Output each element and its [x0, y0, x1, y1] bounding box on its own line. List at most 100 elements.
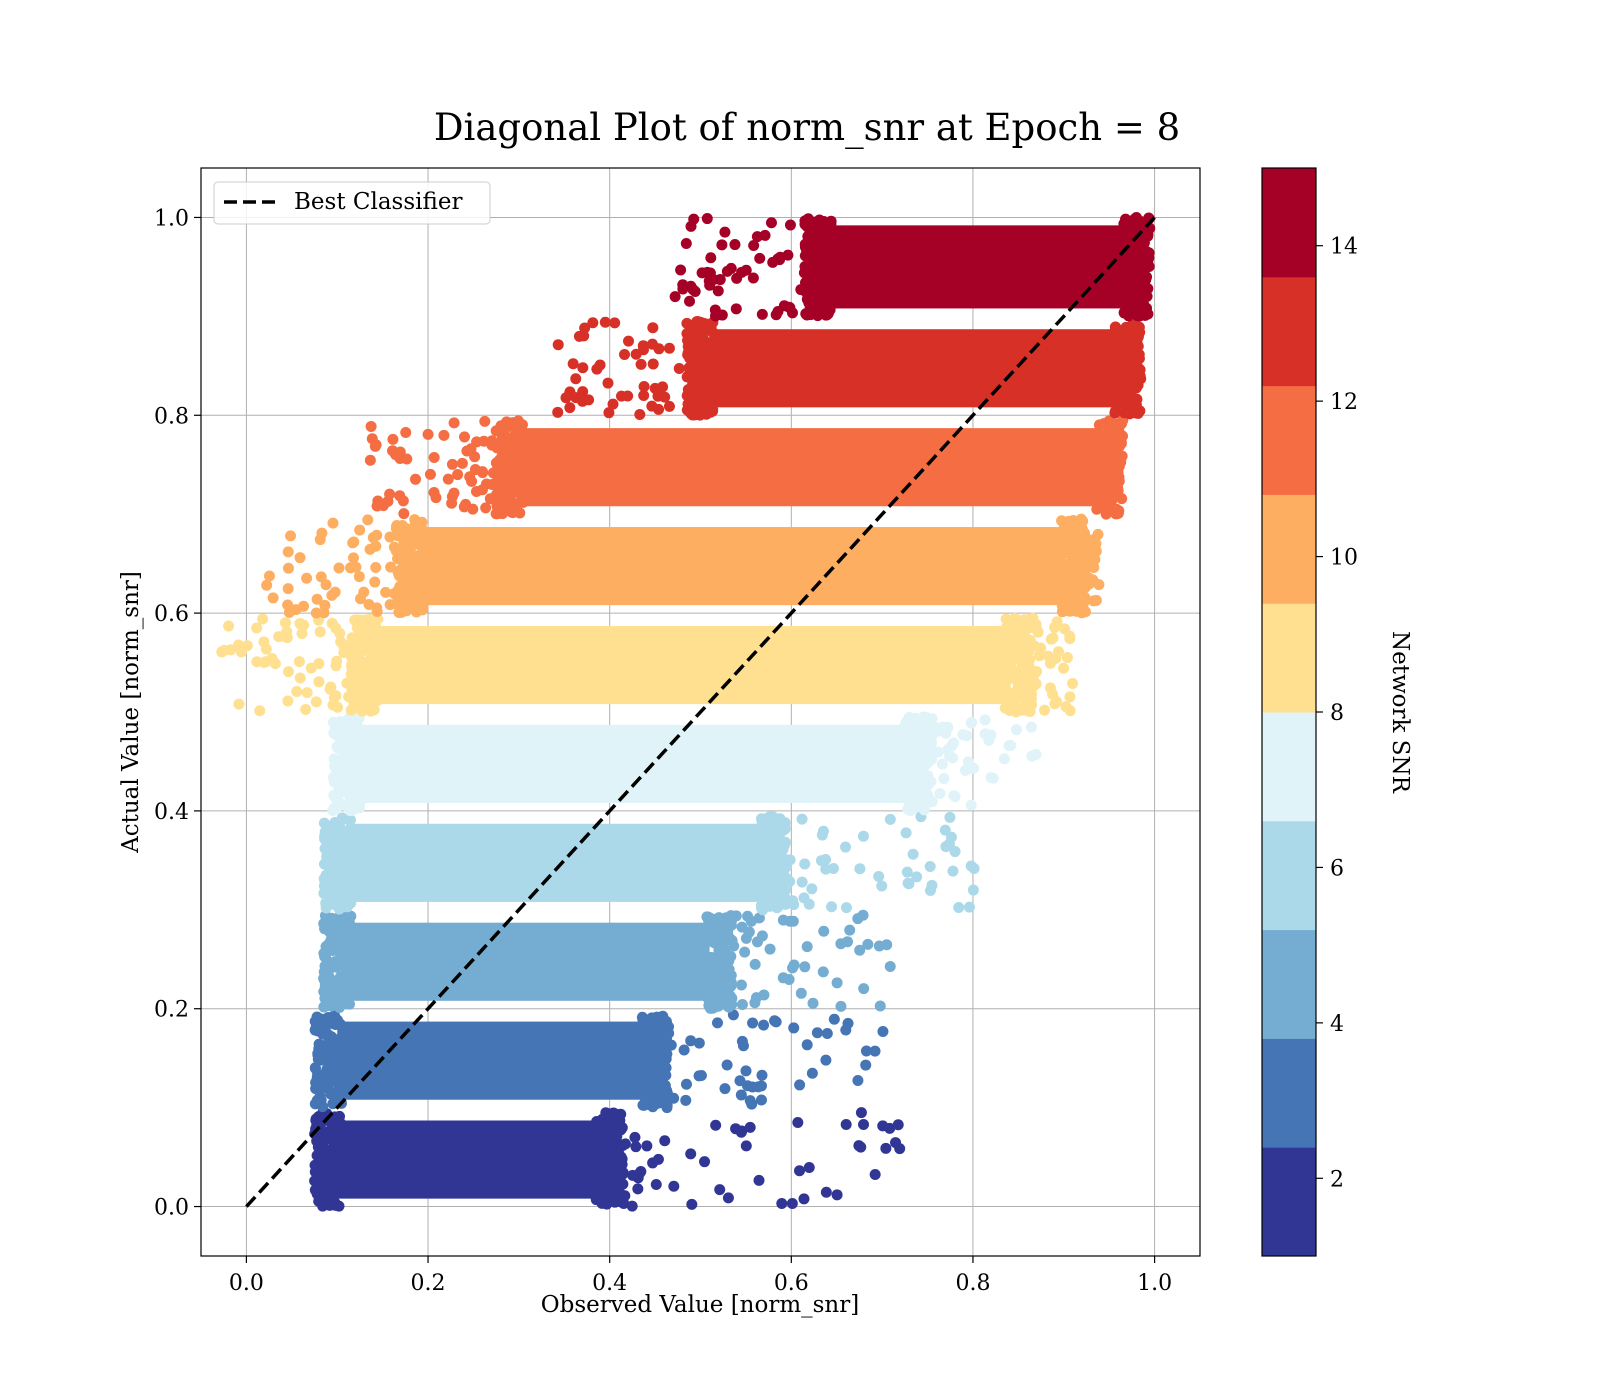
- scatter-point: [1072, 562, 1084, 574]
- scatter-point: [330, 660, 342, 672]
- scatter-point: [929, 721, 941, 733]
- scatter-point: [936, 758, 948, 770]
- scatter-point: [913, 760, 925, 772]
- scatter-point: [477, 467, 489, 479]
- scatter-point: [599, 316, 611, 328]
- scatter-point: [715, 936, 727, 948]
- scatter-point: [294, 672, 306, 684]
- scatter-point: [693, 1037, 705, 1049]
- scatter-point: [398, 508, 410, 520]
- scatter-point: [1049, 698, 1061, 710]
- scatter-point: [1058, 662, 1070, 674]
- scatter-point: [647, 1157, 659, 1169]
- scatter-point: [339, 800, 351, 812]
- scatter-point: [854, 944, 866, 956]
- scatter-point: [619, 1190, 631, 1202]
- scatter-point: [979, 714, 991, 726]
- scatter-point: [1142, 227, 1154, 239]
- scatter-point: [779, 892, 791, 904]
- y-tick-label: 1.0: [154, 206, 189, 231]
- scatter-point: [319, 1069, 331, 1081]
- scatter-point: [707, 403, 719, 415]
- scatter-point: [328, 692, 340, 704]
- scatter-point: [755, 874, 767, 886]
- scatter-point: [835, 938, 847, 950]
- scatter-point: [291, 686, 303, 698]
- scatter-point: [949, 846, 961, 858]
- scatter-point: [251, 622, 263, 634]
- scatter-point: [826, 276, 838, 288]
- scatter-point: [341, 677, 353, 689]
- scatter-point: [384, 488, 396, 500]
- scatter-point: [869, 1045, 881, 1057]
- scatter-band-2: [318, 909, 896, 1014]
- scatter-point: [1051, 616, 1063, 628]
- scatter-band-5: [216, 612, 1079, 718]
- scatter-point: [820, 1054, 832, 1066]
- scatter-point: [904, 747, 916, 759]
- legend-entry-best-classifier: Best Classifier: [294, 189, 462, 215]
- scatter-point: [385, 561, 397, 573]
- scatter-point: [400, 427, 412, 439]
- scatter-point: [409, 514, 421, 526]
- scatter-point: [904, 804, 916, 816]
- scatter-point: [380, 586, 392, 598]
- scatter-point: [826, 901, 838, 913]
- scatter-point: [501, 439, 513, 451]
- colorbar-label: Network SNR: [1387, 631, 1413, 794]
- scatter-point: [783, 974, 795, 986]
- plot-frame: [200, 167, 1201, 1257]
- scatter-point: [1026, 750, 1038, 762]
- scatter-point: [884, 813, 896, 825]
- scatter-band-7: [364, 414, 1129, 520]
- scatter-point: [337, 735, 349, 747]
- scatter-point: [577, 362, 589, 374]
- scatter-point: [787, 915, 799, 927]
- scatter-point: [281, 632, 293, 644]
- scatter-point: [777, 914, 789, 926]
- scatter-point: [773, 900, 785, 912]
- scatter-point: [758, 1019, 770, 1031]
- scatter-point: [652, 1034, 664, 1046]
- scatter-point: [751, 936, 763, 948]
- colorbar-tick-label: 6: [1330, 856, 1344, 881]
- scatter-point: [1130, 270, 1142, 282]
- scatter-point: [739, 946, 751, 958]
- scatter-point: [657, 381, 669, 393]
- scatter-point: [334, 1018, 346, 1030]
- scatter-point: [647, 358, 659, 370]
- scatter-point: [1116, 417, 1128, 429]
- scatter-point: [840, 1118, 852, 1130]
- scatter-point: [510, 438, 522, 450]
- scatter-point: [446, 497, 458, 509]
- scatter-point: [1061, 652, 1073, 664]
- scatter-point: [649, 1043, 661, 1055]
- colorbar-segment: [1262, 929, 1316, 1039]
- scatter-point: [348, 702, 360, 714]
- scatter-point: [776, 1198, 788, 1210]
- scatter-point: [330, 1174, 342, 1186]
- y-axis-label: Actual Value [norm_snr]: [118, 571, 144, 854]
- scatter-point: [401, 582, 413, 594]
- scatter-point: [410, 473, 422, 485]
- scatter-point: [258, 636, 270, 648]
- scatter-point: [1120, 213, 1132, 225]
- scatter-point: [370, 650, 382, 662]
- scatter-point: [491, 442, 503, 454]
- scatter-point: [750, 992, 762, 1004]
- scatter-point: [619, 1138, 631, 1150]
- scatter-point: [335, 1039, 347, 1051]
- scatter-point: [737, 1040, 749, 1052]
- scatter-point: [784, 854, 796, 866]
- colorbar-tick-label: 14: [1330, 235, 1358, 260]
- scatter-point: [919, 741, 931, 753]
- scatter-point: [901, 866, 913, 878]
- scatter-point: [686, 1198, 698, 1210]
- scatter-point: [368, 619, 380, 631]
- scatter-point: [428, 452, 440, 464]
- scatter-point: [900, 827, 912, 839]
- scatter-point: [357, 645, 369, 657]
- scatter-point: [665, 1039, 677, 1051]
- scatter-point: [840, 902, 852, 914]
- scatter-point: [770, 309, 782, 321]
